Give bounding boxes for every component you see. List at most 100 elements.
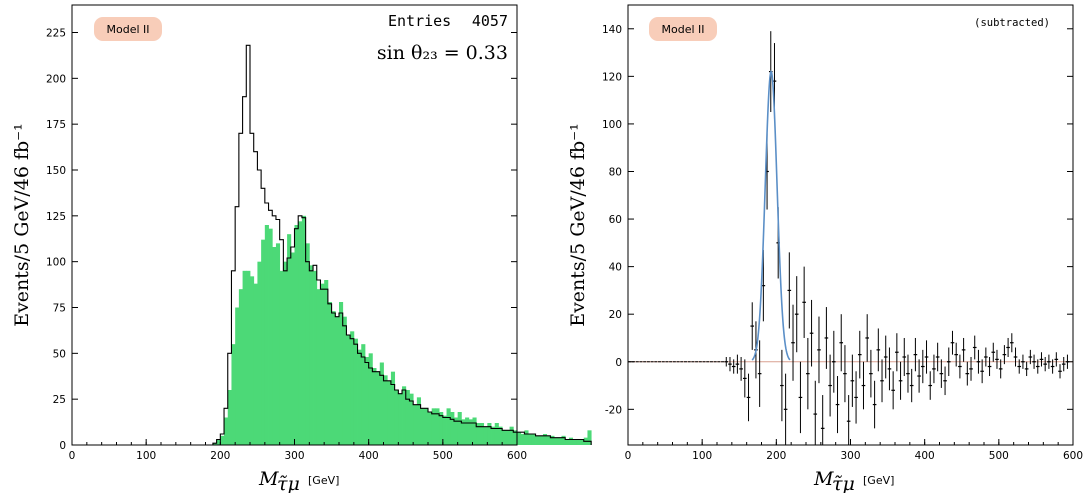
left-bar	[531, 434, 536, 445]
left-bar	[346, 335, 351, 445]
left-y-tick-label: 100	[46, 257, 66, 269]
left-bar	[383, 375, 388, 445]
left-bar	[554, 437, 559, 445]
left-chart-panel: 0 100 200 300 400 500 600 0 25 50 75 100 125 150 175 20…	[11, 4, 592, 493]
right-plot-frame	[627, 4, 1074, 446]
right-annotation: (subtracted)	[974, 17, 1050, 29]
right-y-tick-label: 140	[602, 24, 622, 36]
left-bar	[261, 239, 266, 445]
left-bar	[568, 437, 574, 445]
right-y-tick-label: 60	[609, 214, 622, 226]
left-bar	[327, 302, 332, 445]
left-bar	[479, 423, 485, 445]
left-x-axis-unit: [GeV]	[308, 474, 339, 487]
left-y-tick-label: 125	[46, 211, 66, 223]
left-bar	[535, 435, 540, 445]
left-bar	[468, 419, 473, 445]
left-bar	[483, 426, 488, 445]
left-x-tick-label: 300	[284, 450, 304, 462]
left-bar	[376, 371, 381, 445]
left-bar	[435, 408, 440, 445]
left-y-tick-label: 75	[53, 303, 66, 315]
left-bar	[502, 430, 507, 445]
right-y-tick-label: 100	[602, 119, 622, 131]
left-bar	[320, 283, 325, 445]
left-bar	[439, 412, 444, 445]
left-bar	[453, 417, 459, 445]
left-bar	[335, 316, 340, 445]
left-bar	[290, 252, 295, 445]
left-bar	[520, 434, 525, 445]
left-bar	[272, 247, 277, 445]
right-x-tick-label: 500	[989, 450, 1009, 462]
left-bar	[350, 331, 355, 445]
right-x-tick-label: 300	[840, 450, 860, 462]
left-bar	[546, 435, 551, 445]
right-x-tick-label: 200	[766, 450, 786, 462]
right-badge-bg	[649, 17, 717, 41]
left-bar	[424, 408, 429, 445]
left-bar	[357, 349, 362, 445]
left-bar	[331, 311, 336, 445]
left-bar	[250, 276, 255, 445]
right-x-tick-label: 100	[692, 450, 712, 462]
left-y-tick-label: 50	[53, 348, 66, 360]
left-bar	[324, 280, 329, 445]
left-badge-label: Model II	[106, 23, 149, 36]
left-bar	[420, 408, 425, 445]
left-bar	[442, 415, 447, 445]
left-bar	[457, 412, 462, 445]
left-bar	[390, 371, 396, 445]
right-x-axis-subscript: τ̃μ	[832, 473, 855, 493]
right-y-axis-label: Events/5 GeV/46 fb⁻¹	[567, 123, 589, 327]
left-x-axis-label: M τ̃μ [GeV]	[258, 468, 339, 493]
left-bar	[253, 283, 258, 445]
left-bar	[279, 270, 284, 445]
left-bar	[491, 426, 496, 445]
left-bar	[246, 270, 251, 445]
left-bar	[517, 432, 522, 445]
left-bar	[465, 417, 470, 445]
left-bar	[539, 435, 544, 445]
left-y-tick-label: 25	[53, 394, 66, 406]
left-bar	[238, 289, 243, 445]
left-bar	[305, 243, 310, 445]
left-filled-histogram	[212, 215, 592, 445]
left-y-tick-label: 225	[46, 28, 66, 40]
left-bar	[472, 417, 477, 445]
left-bar	[405, 390, 410, 445]
left-x-tick-label: 400	[359, 450, 379, 462]
left-bar	[476, 423, 481, 445]
left-bar	[524, 430, 529, 445]
left-bar	[398, 393, 403, 445]
left-entries-value: 4057	[472, 12, 508, 30]
left-x-axis-symbol: M	[258, 468, 279, 490]
left-bar	[446, 408, 451, 445]
left-bar	[224, 417, 229, 445]
left-bar	[353, 338, 358, 445]
left-bar	[235, 307, 240, 445]
left-bar	[576, 439, 581, 445]
left-bar	[339, 302, 344, 445]
left-bar	[227, 390, 232, 445]
left-bar	[416, 397, 421, 445]
right-x-axis-symbol: M	[813, 468, 834, 490]
left-bar	[565, 439, 570, 445]
left-bar	[461, 419, 466, 445]
left-bar	[413, 404, 418, 445]
right-fit-curve	[751, 70, 791, 361]
left-bar	[220, 435, 225, 445]
left-x-axis-subscript: τ̃μ	[277, 473, 300, 493]
left-bar	[309, 265, 314, 445]
left-bar	[528, 434, 533, 445]
right-axis-ticks: 0 100 200 300 400 500 600 -20 0 20 40 60 80 100 120 140	[602, 24, 1083, 462]
left-x-tick-label: 500	[433, 450, 453, 462]
left-x-tick-label: 200	[210, 450, 230, 462]
left-bar	[264, 225, 269, 445]
left-model-badge: Model II	[94, 17, 162, 41]
right-chart-panel: 0 100 200 300 400 500 600 -20 0 20 40 60 80 100 120 140…	[567, 4, 1083, 493]
right-x-axis-unit: [GeV]	[863, 474, 894, 487]
left-y-tick-label: 0	[59, 440, 66, 452]
right-model-badge: Model II	[649, 17, 717, 41]
left-bar	[394, 390, 399, 445]
